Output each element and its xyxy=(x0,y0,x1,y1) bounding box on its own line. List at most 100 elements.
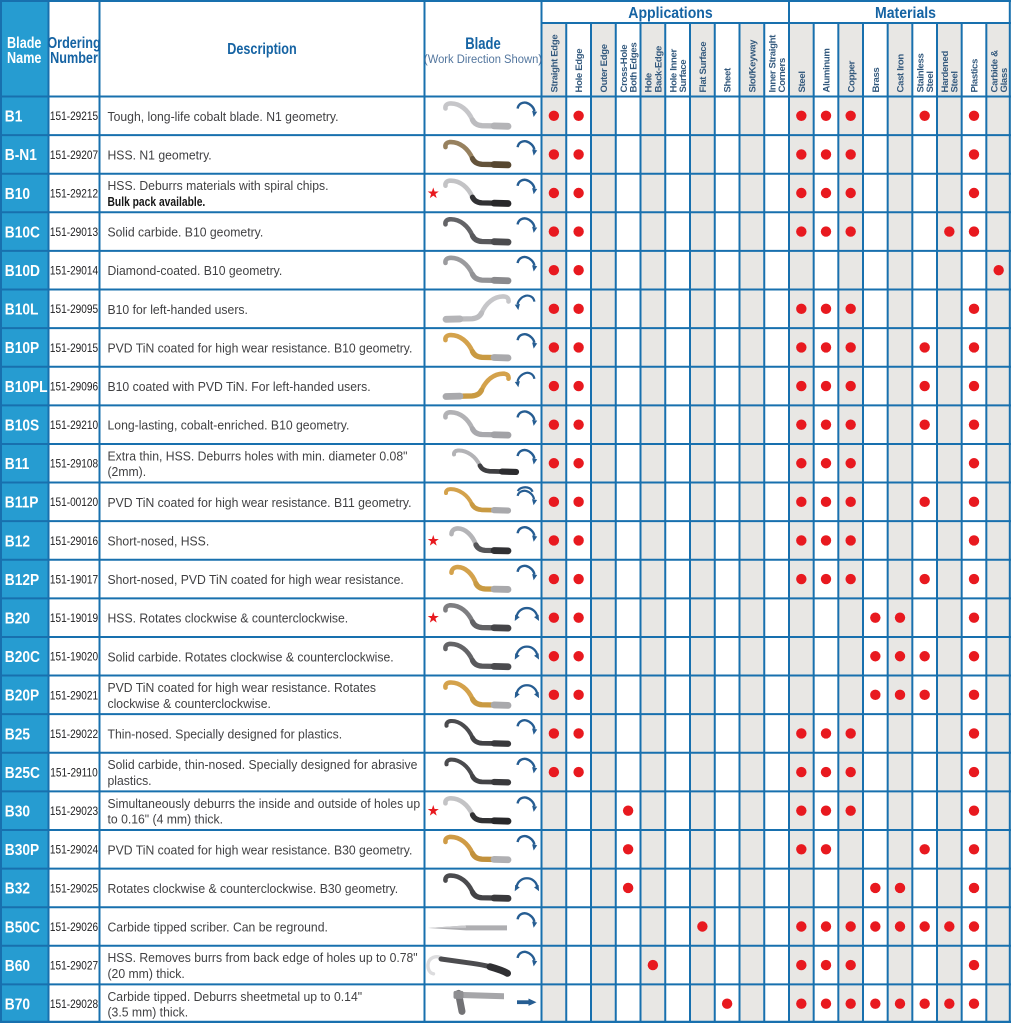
svg-text:Both Edges: Both Edges xyxy=(629,43,640,93)
svg-text:Cast Iron: Cast Iron xyxy=(896,54,907,93)
svg-text:Extra thin, HSS. Deburrs holes: Extra thin, HSS. Deburrs holes with min.… xyxy=(108,448,408,464)
svg-text:(20 mm) thick.: (20 mm) thick. xyxy=(108,966,185,982)
svg-text:Hole Inner: Hole Inner xyxy=(668,48,679,92)
svg-text:151-29027: 151-29027 xyxy=(50,960,98,973)
svg-text:Steel: Steel xyxy=(925,71,936,92)
svg-text:Bulk pack available.: Bulk pack available. xyxy=(108,194,206,210)
svg-text:B10D: B10D xyxy=(5,262,40,280)
svg-text:Tough, long-life cobalt blade.: Tough, long-life cobalt blade. N1 geomet… xyxy=(108,108,339,124)
svg-text:Copper: Copper xyxy=(846,60,857,92)
svg-text:151-29028: 151-29028 xyxy=(50,998,98,1011)
svg-text:B20C: B20C xyxy=(5,648,40,666)
svg-text:Long-lasting, cobalt-enriched.: Long-lasting, cobalt-enriched. B10 geome… xyxy=(108,417,350,433)
svg-text:Aluminum: Aluminum xyxy=(822,48,833,92)
svg-text:Back-Edge: Back-Edge xyxy=(653,46,664,92)
svg-text:151-29207: 151-29207 xyxy=(50,149,98,162)
svg-text:151-29110: 151-29110 xyxy=(50,767,97,780)
svg-text:B10 for left-handed users.: B10 for left-handed users. xyxy=(108,301,248,317)
svg-text:151-29013: 151-29013 xyxy=(50,226,98,239)
svg-text:Applications: Applications xyxy=(628,4,712,22)
svg-text:Cross-Hole: Cross-Hole xyxy=(619,45,630,93)
svg-text:151-29215: 151-29215 xyxy=(50,110,98,123)
svg-text:★: ★ xyxy=(427,611,440,627)
svg-text:Solid carbide, thin-nosed. Spe: Solid carbide, thin-nosed. Specially des… xyxy=(108,757,418,773)
svg-text:HSS. Removes burrs from back e: HSS. Removes burrs from back edge of hol… xyxy=(108,950,418,966)
svg-text:Simultaneously deburrs the ins: Simultaneously deburrs the inside and ou… xyxy=(108,795,421,811)
svg-text:151-29025: 151-29025 xyxy=(50,883,98,896)
svg-text:(Work Direction Shown): (Work Direction Shown) xyxy=(424,54,542,66)
svg-text:★: ★ xyxy=(427,804,440,820)
svg-text:Flat Surface: Flat Surface xyxy=(698,42,709,93)
svg-text:151-29024: 151-29024 xyxy=(50,844,98,857)
svg-text:B10PL: B10PL xyxy=(5,378,48,396)
svg-text:151-29014: 151-29014 xyxy=(50,265,98,278)
svg-text:151-29015: 151-29015 xyxy=(50,342,98,355)
svg-text:B25C: B25C xyxy=(5,764,40,782)
svg-text:Steel: Steel xyxy=(950,71,961,92)
svg-text:151-29212: 151-29212 xyxy=(50,188,98,201)
svg-text:Straight Edge: Straight Edge xyxy=(549,35,560,93)
svg-text:B11P: B11P xyxy=(5,494,39,512)
svg-text:151-29016: 151-29016 xyxy=(50,535,98,548)
svg-text:B25: B25 xyxy=(5,725,30,743)
svg-text:★: ★ xyxy=(427,533,440,549)
svg-text:Materials: Materials xyxy=(875,4,936,22)
svg-text:Slot/Keyway: Slot/Keyway xyxy=(747,39,758,93)
svg-text:Description: Description xyxy=(227,41,296,59)
svg-text:Solid carbide. B10 geometry.: Solid carbide. B10 geometry. xyxy=(108,224,264,240)
svg-text:to 0.16" (4 mm) thick.: to 0.16" (4 mm) thick. xyxy=(108,811,224,827)
svg-text:PVD TiN coated for high wear r: PVD TiN coated for high wear resistance.… xyxy=(108,340,413,356)
svg-text:B10C: B10C xyxy=(5,223,40,241)
svg-text:B10S: B10S xyxy=(5,417,39,435)
svg-text:151-19020: 151-19020 xyxy=(50,651,98,664)
svg-text:(3.5 mm) thick.: (3.5 mm) thick. xyxy=(108,1004,189,1020)
svg-text:151-29096: 151-29096 xyxy=(50,381,98,394)
svg-text:Surface: Surface xyxy=(678,60,689,93)
svg-text:151-19017: 151-19017 xyxy=(50,574,98,587)
svg-text:151-29095: 151-29095 xyxy=(50,303,98,316)
svg-text:HSS. N1 geometry.: HSS. N1 geometry. xyxy=(108,147,212,163)
svg-text:B32: B32 xyxy=(5,880,30,898)
svg-text:151-29108: 151-29108 xyxy=(50,458,98,471)
svg-text:B10P: B10P xyxy=(5,339,39,357)
svg-text:B20P: B20P xyxy=(5,687,39,705)
svg-text:Blade: Blade xyxy=(465,36,500,54)
svg-text:HSS. Deburrs materials with sp: HSS. Deburrs materials with spiral chips… xyxy=(108,178,329,194)
svg-text:B10 coated with PVD TiN. For l: B10 coated with PVD TiN. For left-handed… xyxy=(108,379,371,395)
svg-text:Hardened: Hardened xyxy=(940,51,951,93)
svg-text:Carbide tipped. Deburrs sheetm: Carbide tipped. Deburrs sheetmetal up to… xyxy=(108,988,363,1004)
svg-text:Name: Name xyxy=(7,50,41,68)
svg-text:B30: B30 xyxy=(5,803,30,821)
svg-text:Stainless: Stainless xyxy=(915,54,926,93)
svg-text:B12: B12 xyxy=(5,532,30,550)
svg-text:Diamond-coated. B10 geometry.: Diamond-coated. B10 geometry. xyxy=(108,263,283,279)
svg-text:Steel: Steel xyxy=(797,71,808,92)
svg-text:B10: B10 xyxy=(5,185,30,203)
svg-text:Glass: Glass xyxy=(999,68,1010,92)
svg-text:B50C: B50C xyxy=(5,918,40,936)
svg-text:B70: B70 xyxy=(5,996,30,1014)
svg-text:Thin-nosed. Specially designed: Thin-nosed. Specially designed for plast… xyxy=(108,726,343,742)
svg-text:Blade: Blade xyxy=(7,35,41,53)
svg-text:Short-nosed, HSS.: Short-nosed, HSS. xyxy=(108,533,210,549)
svg-text:151-29022: 151-29022 xyxy=(50,728,98,741)
svg-text:PVD TiN coated for high wear r: PVD TiN coated for high wear resistance.… xyxy=(108,680,377,696)
svg-text:B60: B60 xyxy=(5,957,30,975)
svg-text:B-N1: B-N1 xyxy=(5,146,37,164)
svg-text:★: ★ xyxy=(427,186,440,202)
svg-text:B1: B1 xyxy=(5,108,23,126)
svg-text:151-19019: 151-19019 xyxy=(50,612,98,625)
svg-text:Outer Edge: Outer Edge xyxy=(599,44,610,92)
svg-text:151-29026: 151-29026 xyxy=(50,921,98,934)
svg-text:151-29023: 151-29023 xyxy=(50,805,98,818)
svg-text:PVD TiN coated for high wear r: PVD TiN coated for high wear resistance.… xyxy=(108,494,412,510)
svg-text:B12P: B12P xyxy=(5,571,39,589)
svg-text:Carbide tipped scriber. Can be: Carbide tipped scriber. Can be reground. xyxy=(108,919,328,935)
svg-text:Carbide &: Carbide & xyxy=(989,50,1000,93)
svg-text:B30P: B30P xyxy=(5,841,39,859)
svg-text:B11: B11 xyxy=(5,455,29,473)
svg-text:Ordering: Ordering xyxy=(47,35,100,53)
svg-text:clockwise & counterclockwise.: clockwise & counterclockwise. xyxy=(108,695,271,711)
svg-text:HSS. Rotates clockwise & count: HSS. Rotates clockwise & counterclockwis… xyxy=(108,610,349,626)
svg-text:Solid carbide. Rotates clockwi: Solid carbide. Rotates clockwise & count… xyxy=(108,649,394,665)
